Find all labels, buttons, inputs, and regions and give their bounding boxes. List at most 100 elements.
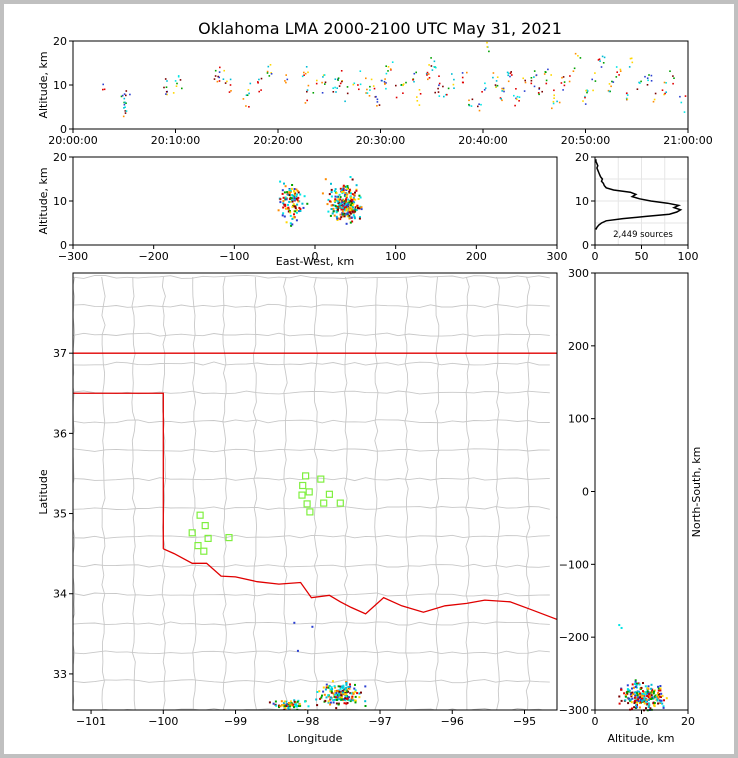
ns-source-mark xyxy=(641,700,644,703)
time-source-mark xyxy=(433,66,435,68)
ns-source-mark xyxy=(620,688,623,691)
ew-source-mark xyxy=(328,200,331,203)
lma-station-marker xyxy=(320,499,328,507)
ns-source-mark xyxy=(639,692,642,695)
time-source-mark xyxy=(257,82,259,84)
plan-source-mark xyxy=(354,689,357,692)
time-source-mark xyxy=(665,82,667,84)
plan-source-mark xyxy=(283,705,286,708)
plan-source-mark xyxy=(351,699,354,702)
ns-source-mark xyxy=(649,707,652,710)
plan-source-mark xyxy=(330,690,333,693)
plan-source-mark xyxy=(325,696,328,699)
ew-source-mark xyxy=(279,180,282,183)
ew-source-mark xyxy=(355,188,358,191)
time-source-mark xyxy=(338,85,341,87)
ew-source-mark xyxy=(339,196,342,199)
ew-source-mark xyxy=(336,217,339,220)
plan-view-panel: −101 −100 −99 −98 −97 −96 −95 33 34 35 36 37 Longi… xyxy=(37,272,558,745)
ew-source-mark xyxy=(337,202,340,204)
ns-source-mark xyxy=(659,687,662,690)
ns-source-mark xyxy=(646,692,649,695)
ns-source-mark xyxy=(659,702,662,704)
lma-stations xyxy=(188,472,344,555)
ns-source-mark xyxy=(632,686,635,689)
ew-source-mark xyxy=(340,204,343,206)
time-source-mark xyxy=(652,100,655,103)
time-source-mark xyxy=(630,57,633,60)
plan-source-mark xyxy=(351,697,354,700)
ns-source-mark xyxy=(641,692,644,695)
ns-source-mark xyxy=(625,694,628,696)
ew-source-mark xyxy=(342,199,345,202)
ew-source-mark xyxy=(340,189,343,192)
ns-source-mark xyxy=(623,692,626,695)
ew-tick-label: −300 xyxy=(58,250,88,263)
ns-source-mark xyxy=(634,694,637,697)
ns-source-mark xyxy=(648,695,651,698)
histogram-y-ticks: 0 10 20 xyxy=(575,151,595,252)
ew-source-mark xyxy=(287,203,289,206)
time-source-mark xyxy=(507,80,510,83)
plan-source-mark xyxy=(354,695,357,698)
time-source-mark xyxy=(545,79,548,82)
plan-source-mark xyxy=(341,690,344,693)
time-source-mark xyxy=(123,103,126,106)
county-line xyxy=(73,419,550,424)
plan-source-mark xyxy=(283,708,286,710)
ns-source-mark xyxy=(627,702,630,705)
time-source-mark xyxy=(648,74,650,76)
plan-source-mark xyxy=(287,707,290,709)
plan-source-mark xyxy=(335,692,338,695)
plan-source-mark xyxy=(323,693,326,696)
ew-source-mark xyxy=(342,202,345,205)
longitude-tick-label: −99 xyxy=(224,715,247,728)
time-source-mark xyxy=(443,95,445,98)
time-source-mark xyxy=(538,93,540,96)
time-source-mark xyxy=(418,104,421,106)
ew-tick-label: 300 xyxy=(547,250,568,263)
time-source-mark xyxy=(481,91,483,93)
ns-source-mark xyxy=(618,702,621,705)
time-source-mark xyxy=(321,81,323,84)
ns-source-mark xyxy=(661,694,664,697)
plan-source-mark xyxy=(293,621,296,624)
ew-source-mark xyxy=(277,209,280,212)
county-line xyxy=(73,448,550,453)
plan-source-mark xyxy=(339,695,342,698)
time-source-mark xyxy=(468,103,470,106)
time-source-mark xyxy=(502,88,505,91)
ew-source-mark xyxy=(297,196,300,199)
time-source-mark xyxy=(218,71,221,73)
time-source-mark xyxy=(592,89,594,92)
time-source-mark xyxy=(332,87,334,89)
plan-source-mark xyxy=(278,704,281,707)
time-source-mark xyxy=(385,82,387,84)
ew-source-mark xyxy=(289,211,292,214)
time-source-mark xyxy=(384,78,386,80)
ew-source-mark xyxy=(285,207,288,210)
ns-source-mark xyxy=(631,691,634,694)
plan-source-mark xyxy=(354,699,357,702)
time-source-mark xyxy=(584,95,586,98)
time-source-mark xyxy=(683,111,686,113)
ns-source-mark xyxy=(653,695,656,698)
time-source-mark xyxy=(427,78,429,81)
time-source-mark xyxy=(177,75,180,78)
ew-source-mark xyxy=(341,210,344,213)
time-source-mark xyxy=(123,93,126,95)
time-source-mark xyxy=(435,66,437,69)
ns-source-mark xyxy=(637,682,640,685)
county-line xyxy=(343,276,349,710)
time-source-mark xyxy=(258,78,260,81)
ew-source-mark xyxy=(342,190,345,193)
ew-source-mark xyxy=(341,207,344,210)
ns-source-mark xyxy=(633,691,636,694)
time-source-mark xyxy=(430,57,432,59)
plan-source-mark xyxy=(356,692,359,695)
time-source-mark xyxy=(322,74,325,76)
ew-source-mark xyxy=(293,197,296,199)
altitude-ns-panel: 0 10 20 −300 −200 −100 0 100 200 300 Altitude, k… xyxy=(559,267,703,745)
lma-station-marker xyxy=(303,500,311,508)
ns-source-mark xyxy=(662,705,665,708)
